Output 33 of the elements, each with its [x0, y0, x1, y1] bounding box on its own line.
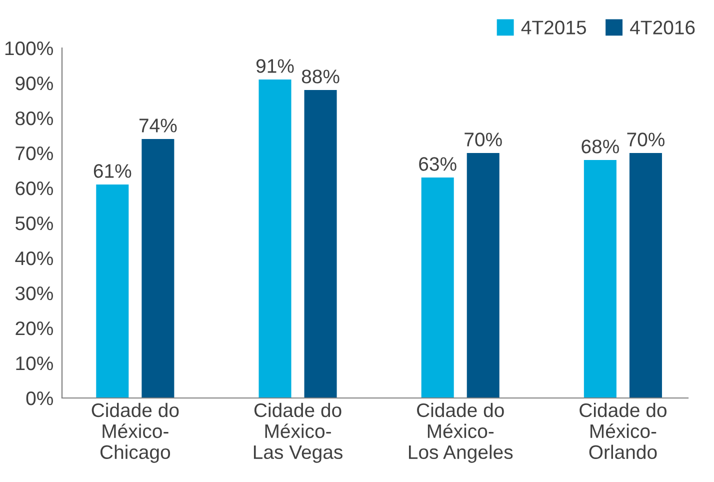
legend-label: 4T2015 [521, 20, 586, 34]
bar [421, 178, 454, 398]
y-tick-label: 30% [15, 286, 53, 300]
bar [584, 160, 616, 398]
bar [142, 139, 174, 398]
data-label: 70% [464, 132, 502, 146]
data-label: 63% [419, 157, 456, 171]
x-tick-label: Cidade do México- Chicago [92, 402, 179, 463]
data-label: 91% [256, 59, 294, 73]
x-tick-label: Cidade do México- Las Vegas [254, 402, 342, 463]
bar [96, 184, 129, 398]
bar [629, 153, 662, 398]
y-tick-label: 90% [16, 76, 53, 90]
y-tick-label: 80% [16, 111, 53, 126]
data-label: 68% [582, 140, 619, 154]
y-tick-label: 0% [26, 391, 53, 406]
y-tick-label: 70% [16, 146, 53, 160]
y-tick-label: 40% [15, 251, 53, 266]
bar [466, 153, 500, 398]
legend-label: 4T2016 [630, 20, 695, 34]
data-label: 74% [139, 118, 177, 132]
bar [304, 90, 337, 398]
y-tick-label: 50% [16, 216, 53, 230]
data-label: 61% [94, 164, 132, 178]
y-tick-label: 60% [16, 181, 53, 196]
x-tick-label: Cidade do México- Los Angeles [408, 402, 513, 463]
bar [258, 80, 292, 398]
x-tick-label: Cidade do México- Orlando [580, 402, 666, 460]
y-tick-label: 10% [16, 356, 53, 370]
data-label: 70% [627, 132, 664, 146]
data-label: 88% [302, 70, 340, 84]
y-tick-label: 20% [16, 321, 53, 336]
y-tick-label: 100% [5, 41, 53, 56]
